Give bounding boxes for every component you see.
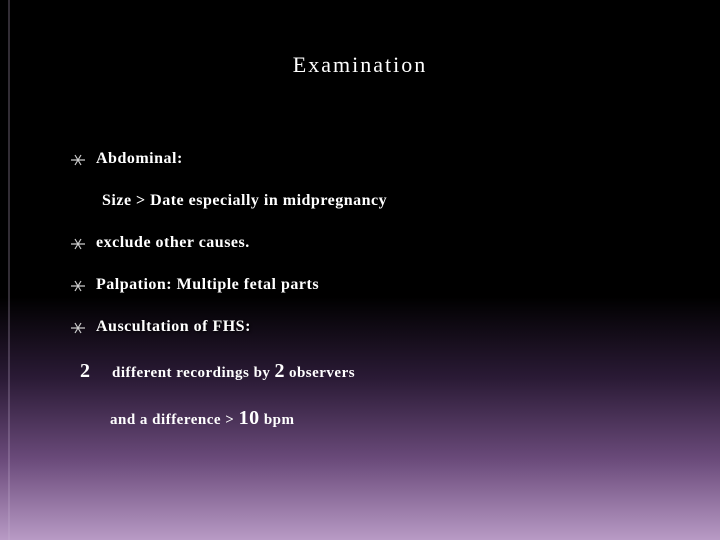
bullet-item: Abdominal: (70, 150, 680, 168)
detail-text: and a difference > (110, 412, 234, 428)
detail-line: 2 different recordings by 2 observers (80, 360, 680, 383)
detail-text: bpm (264, 412, 295, 428)
detail-line: and a difference > 10 bpm (110, 407, 680, 430)
slide-content: Abdominal: Size > Date especially in mid… (70, 150, 680, 430)
bullet-label: Palpation: Multiple fetal parts (96, 276, 319, 294)
bullet-label: Abdominal: (96, 150, 183, 168)
detail-text: observers (289, 365, 355, 381)
detail-text: different recordings by (112, 365, 270, 381)
medical-cross-icon (70, 279, 86, 293)
bullet-item: Auscultation of FHS: (70, 318, 680, 336)
medical-cross-icon (70, 321, 86, 335)
number-value: 2 (274, 360, 285, 382)
left-border (8, 0, 10, 540)
number-value: 10 (239, 407, 260, 429)
medical-cross-icon (70, 153, 86, 167)
medical-cross-icon (70, 237, 86, 251)
bullet-subtext: Size > Date especially in midpregnancy (102, 192, 680, 210)
slide: Examination Abdominal: Size > Date espec… (0, 0, 720, 540)
bullet-item: Palpation: Multiple fetal parts (70, 276, 680, 294)
number-value: 2 (80, 360, 90, 382)
slide-title: Examination (0, 52, 720, 78)
bullet-label: Auscultation of FHS: (96, 318, 251, 336)
bullet-label: exclude other causes. (96, 234, 250, 252)
bullet-item: exclude other causes. (70, 234, 680, 252)
